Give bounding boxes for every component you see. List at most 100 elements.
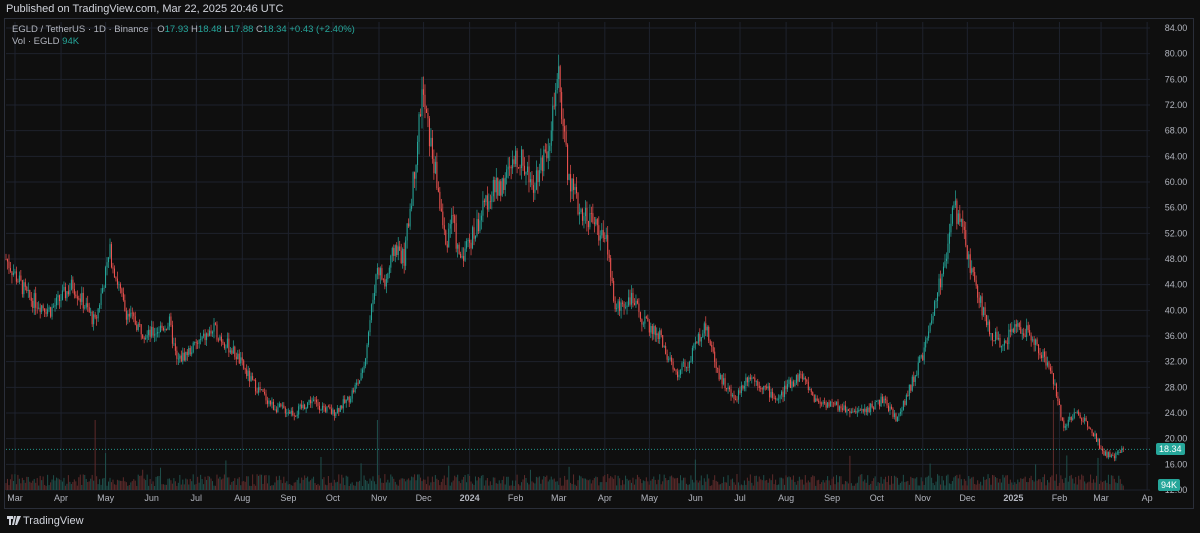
candle-body bbox=[189, 347, 191, 355]
candle-body bbox=[574, 187, 576, 191]
candle-body bbox=[691, 347, 693, 362]
candle-body bbox=[696, 342, 698, 344]
volume-bar bbox=[70, 484, 72, 490]
tradingview-logo-icon[interactable] bbox=[7, 516, 21, 528]
candle-body bbox=[268, 400, 270, 404]
volume-bar bbox=[975, 484, 977, 490]
y-tick-label: 20.00 bbox=[1165, 434, 1188, 444]
candle-body bbox=[1048, 362, 1050, 368]
candle-body bbox=[27, 289, 29, 291]
candle-body bbox=[81, 292, 83, 302]
volume-bar bbox=[633, 484, 635, 490]
volume-bar bbox=[1113, 478, 1115, 490]
tradingview-brand[interactable]: TradingView bbox=[23, 515, 84, 527]
candle-body bbox=[414, 172, 416, 179]
candle-body bbox=[393, 248, 395, 256]
candle-body bbox=[526, 166, 529, 173]
volume-bar bbox=[754, 475, 756, 490]
candle-body bbox=[269, 400, 271, 405]
volume-bar bbox=[192, 474, 194, 490]
volume-bar bbox=[541, 479, 543, 490]
volume-bar bbox=[474, 476, 477, 490]
volume-bar bbox=[840, 476, 842, 490]
candle-body bbox=[324, 407, 326, 412]
candle-body bbox=[35, 293, 37, 308]
volume-label[interactable]: Vol · EGLD bbox=[12, 36, 60, 47]
volume-bar bbox=[550, 476, 552, 490]
volume-bar bbox=[748, 480, 750, 490]
candle-body bbox=[419, 114, 422, 117]
candle-body bbox=[42, 305, 44, 309]
volume-bar bbox=[384, 474, 386, 490]
volume-bar bbox=[518, 484, 520, 490]
volume-bar bbox=[1023, 478, 1025, 490]
candle-body bbox=[409, 208, 411, 227]
volume-bar bbox=[125, 482, 127, 490]
volume-bar bbox=[685, 483, 687, 490]
volume-bar bbox=[1033, 481, 1035, 490]
volume-bar bbox=[562, 485, 564, 490]
candle-body bbox=[822, 401, 824, 404]
candle-body bbox=[908, 384, 910, 396]
volume-bar bbox=[679, 475, 682, 490]
volume-bar bbox=[622, 480, 624, 490]
volume-bar bbox=[1075, 477, 1077, 490]
candle-body bbox=[262, 389, 264, 392]
candle-body bbox=[849, 410, 851, 414]
volume-bar bbox=[931, 477, 933, 490]
candle-body bbox=[500, 181, 502, 196]
candle-body bbox=[96, 317, 98, 319]
volume-bar bbox=[772, 474, 774, 490]
candle-body bbox=[241, 357, 243, 361]
volume-bar bbox=[1051, 475, 1053, 490]
candle-body bbox=[64, 286, 66, 299]
volume-bar bbox=[1011, 482, 1013, 490]
candle-body bbox=[993, 340, 995, 342]
y-tick-label: 72.00 bbox=[1165, 100, 1188, 110]
volume-bar bbox=[885, 476, 887, 490]
volume-bar bbox=[370, 480, 373, 490]
symbol-label[interactable]: EGLD / TetherUS · 1D · Binance bbox=[12, 24, 149, 35]
volume-bar bbox=[32, 480, 34, 490]
candle-body bbox=[986, 314, 988, 326]
volume-bar bbox=[164, 484, 166, 490]
volume-bar bbox=[411, 476, 413, 490]
volume-bar bbox=[293, 482, 295, 490]
volume-bar bbox=[225, 460, 227, 490]
volume-bar bbox=[945, 475, 947, 490]
volume-bar bbox=[783, 484, 786, 490]
candle-body bbox=[82, 292, 84, 309]
volume-bar bbox=[393, 478, 395, 490]
candle-body bbox=[209, 330, 211, 336]
candle-body bbox=[479, 220, 481, 232]
candle-body bbox=[159, 325, 162, 333]
candle-body bbox=[791, 381, 793, 388]
chart-frame[interactable] bbox=[4, 18, 1194, 509]
open-label: O bbox=[157, 24, 165, 35]
volume-bar bbox=[90, 478, 92, 490]
candle-body bbox=[815, 398, 817, 402]
volume-bar bbox=[253, 484, 255, 490]
candle-body bbox=[323, 405, 325, 408]
volume-bar bbox=[868, 485, 870, 490]
candle-body bbox=[877, 400, 879, 401]
volume-bar bbox=[133, 479, 135, 490]
candle-body bbox=[801, 374, 803, 379]
candle-body bbox=[301, 404, 303, 409]
candle-body bbox=[535, 170, 537, 190]
candle-body bbox=[654, 326, 656, 336]
candle-body bbox=[1107, 452, 1109, 458]
volume-bar bbox=[396, 484, 398, 490]
volume-bar bbox=[763, 475, 765, 490]
x-tick-label: Dec bbox=[959, 493, 976, 503]
candle-body bbox=[243, 360, 245, 369]
candle-body bbox=[620, 302, 622, 311]
candle-body bbox=[440, 208, 442, 212]
volume-bar bbox=[45, 485, 47, 490]
volume-bar bbox=[296, 479, 298, 490]
candle-body bbox=[501, 178, 503, 196]
volume-bar bbox=[1041, 482, 1043, 490]
volume-bar bbox=[941, 476, 943, 490]
candle-body bbox=[180, 355, 182, 362]
